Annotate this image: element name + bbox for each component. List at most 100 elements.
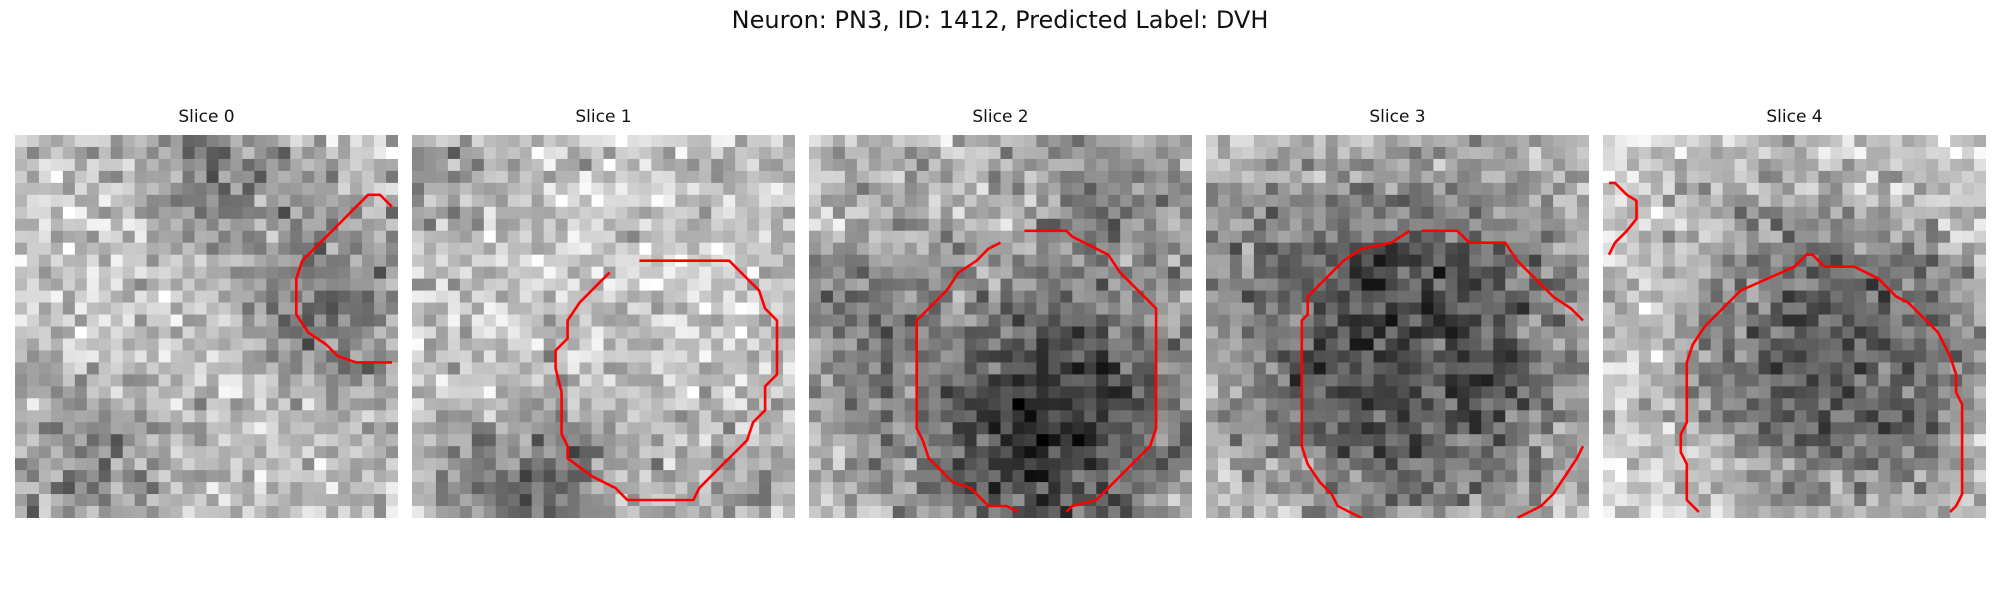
pixel-cell [1445,410,1458,423]
pixel-cell [1325,158,1339,172]
pixel-cell [1938,135,1951,148]
pixel-cell [146,326,160,339]
pixel-cell [1950,218,1963,232]
pixel-cell [86,135,100,148]
pixel-cell [1603,350,1616,363]
pixel-cell [362,398,375,411]
pixel-cell [1024,170,1037,184]
pixel-cell [603,398,616,411]
pixel-cell [471,398,485,411]
pixel-cell [86,278,100,291]
pixel-cell [362,278,375,291]
pixel-cell [1481,386,1494,399]
pixel-cell [146,410,160,423]
pixel-cell [483,458,497,471]
pixel-cell [1265,398,1279,411]
pixel-cell [940,326,954,339]
pixel-cell [1890,206,1903,220]
pixel-cell [1325,434,1339,447]
pixel-cell [964,458,977,471]
pixel-cell [1457,302,1470,315]
pixel-cell [170,494,183,507]
pixel-cell [1289,362,1303,375]
pixel-cell [1206,218,1219,232]
pixel-cell [206,470,219,483]
pixel-cell [435,266,449,280]
pixel-cell [1565,218,1578,232]
pixel-cell [1180,494,1192,507]
pixel-cell [1457,254,1470,268]
pixel-cell [314,326,327,339]
pixel-cell [844,158,858,172]
pixel-cell [1794,350,1807,363]
pixel-cell [1084,446,1097,459]
pixel-cell [471,386,485,399]
pixel-cell [1854,314,1867,327]
pixel-cell [1505,434,1518,447]
pixel-cell [1541,458,1554,471]
pixel-cell [976,194,989,208]
pixel-cell [1096,218,1109,232]
pixel-cell [675,206,688,220]
pixel-cell [555,170,568,184]
pixel-cell [1301,386,1315,399]
pixel-cell [579,182,592,196]
pixel-cell [423,206,437,220]
pixel-cell [555,182,568,196]
pixel-cell [15,482,28,495]
pixel-cell [1650,458,1664,471]
pixel-cell [1541,206,1554,220]
pixel-cell [1361,410,1374,423]
pixel-cell [1180,266,1192,280]
pixel-cell [338,326,351,339]
pixel-cell [38,338,52,351]
pixel-cell [26,135,40,148]
pixel-cell [110,302,124,315]
pixel-cell [663,314,676,327]
pixel-cell [940,506,954,518]
pixel-cell [1577,135,1589,148]
pixel-cell [1469,314,1482,327]
pixel-cell [374,506,387,518]
pixel-cell [1938,410,1951,423]
pixel-cell [158,242,171,256]
pixel-cell [74,458,88,471]
pixel-cell [435,386,449,399]
pixel-cell [519,242,533,256]
pixel-cell [459,470,473,483]
pixel-cell [663,242,676,256]
pixel-cell [158,494,171,507]
pixel-cell [820,482,834,495]
pixel-cell [290,506,303,518]
pixel-cell [1108,170,1121,184]
pixel-cell [1012,446,1025,459]
pixel-cell [1457,266,1470,280]
pixel-cell [1553,135,1566,148]
pixel-cell [278,410,291,423]
pixel-cell [747,230,760,244]
pixel-cell [98,410,112,423]
pixel-cell [711,422,724,435]
pixel-cell [314,350,327,363]
pixel-cell [1541,482,1554,495]
pixel-cell [856,206,870,220]
pixel-cell [110,242,124,256]
pixel-cell [1060,242,1073,256]
pixel-cell [1409,218,1422,232]
pixel-cell [1638,422,1652,435]
pixel-cell [1108,242,1121,256]
pixel-cell [1096,458,1109,471]
pixel-cell [844,218,858,232]
pixel-cell [1481,482,1494,495]
pixel-cell [1890,266,1903,280]
pixel-cell [1698,158,1712,172]
pixel-cell [615,386,628,399]
pixel-cell [1577,446,1589,459]
pixel-cell [1036,458,1049,471]
pixel-cell [326,314,339,327]
pixel-cell [1180,278,1192,291]
pixel-cell [507,302,521,315]
pixel-cell [1914,135,1927,148]
pixel-cell [1265,146,1279,160]
pixel-cell [423,135,437,148]
